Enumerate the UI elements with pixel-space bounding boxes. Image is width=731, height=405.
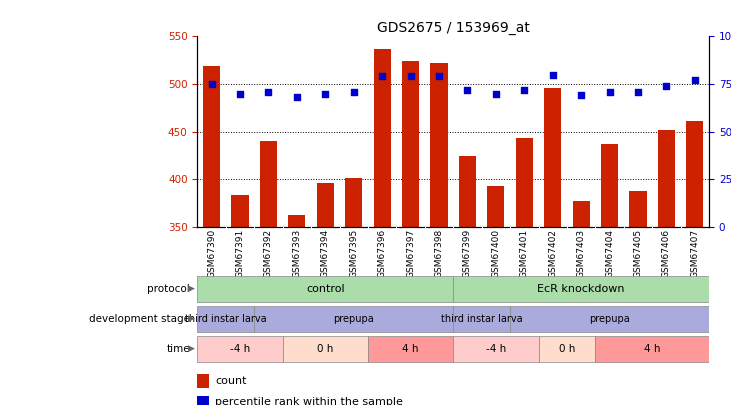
Text: EcR knockdown: EcR knockdown — [537, 284, 625, 294]
Point — [604, 88, 616, 95]
Bar — [601, 144, 618, 227]
Text: ▶: ▶ — [189, 344, 195, 353]
Point — [575, 92, 587, 99]
Text: count: count — [216, 376, 247, 386]
Text: third instar larva: third instar larva — [185, 314, 267, 324]
Bar — [516, 138, 533, 227]
Point — [348, 88, 360, 95]
Text: third instar larva: third instar larva — [441, 314, 523, 324]
Bar — [629, 191, 646, 227]
Point — [205, 81, 217, 87]
Bar — [203, 66, 220, 227]
Point — [405, 73, 417, 80]
Bar — [453, 306, 510, 332]
Bar — [260, 141, 277, 227]
Text: 0 h: 0 h — [317, 344, 333, 354]
Text: GSM67403: GSM67403 — [577, 229, 586, 278]
Text: GSM67402: GSM67402 — [548, 229, 557, 278]
Bar — [197, 276, 453, 302]
Text: GSM67399: GSM67399 — [463, 229, 472, 278]
Text: GSM67392: GSM67392 — [264, 229, 273, 278]
Bar — [488, 186, 504, 227]
Bar — [402, 61, 419, 227]
Point — [547, 71, 558, 78]
Bar — [232, 195, 249, 227]
Bar — [283, 336, 368, 362]
Bar — [197, 306, 254, 332]
Text: GSM67390: GSM67390 — [207, 229, 216, 278]
Text: -4 h: -4 h — [230, 344, 250, 354]
Bar — [368, 336, 453, 362]
Point — [461, 87, 473, 93]
Text: -4 h: -4 h — [485, 344, 506, 354]
Text: GSM67394: GSM67394 — [321, 229, 330, 278]
Bar — [658, 130, 675, 227]
Point — [689, 77, 701, 83]
Bar — [595, 336, 709, 362]
Point — [433, 73, 445, 80]
Text: GSM67391: GSM67391 — [235, 229, 244, 278]
Text: ▶: ▶ — [189, 284, 195, 293]
Text: ▶: ▶ — [189, 314, 195, 323]
Point — [376, 73, 388, 80]
Text: GSM67404: GSM67404 — [605, 229, 614, 278]
Text: prepupa: prepupa — [333, 314, 374, 324]
Point — [490, 90, 501, 97]
Bar — [544, 88, 561, 227]
Text: control: control — [306, 284, 344, 294]
Text: 0 h: 0 h — [558, 344, 575, 354]
Bar — [288, 215, 306, 227]
Title: GDS2675 / 153969_at: GDS2675 / 153969_at — [376, 21, 530, 35]
Point — [291, 94, 303, 100]
Text: prepupa: prepupa — [589, 314, 630, 324]
Bar — [345, 178, 363, 227]
Text: GSM67398: GSM67398 — [434, 229, 444, 278]
Point — [319, 90, 331, 97]
Bar — [197, 336, 283, 362]
Text: GSM67400: GSM67400 — [491, 229, 500, 278]
Text: protocol: protocol — [148, 284, 190, 294]
Bar — [572, 201, 590, 227]
Bar — [197, 396, 208, 405]
Text: GSM67407: GSM67407 — [690, 229, 700, 278]
Text: GSM67406: GSM67406 — [662, 229, 671, 278]
Text: 4 h: 4 h — [402, 344, 419, 354]
Bar — [539, 336, 595, 362]
Bar — [431, 63, 447, 227]
Bar — [254, 306, 453, 332]
Text: 4 h: 4 h — [644, 344, 661, 354]
Text: percentile rank within the sample: percentile rank within the sample — [216, 397, 404, 405]
Point — [262, 88, 274, 95]
Bar — [686, 121, 703, 227]
Bar — [453, 336, 539, 362]
Text: time: time — [167, 344, 190, 354]
Bar — [374, 49, 390, 227]
Text: GSM67401: GSM67401 — [520, 229, 529, 278]
Point — [518, 87, 530, 93]
Bar — [459, 156, 476, 227]
Bar — [197, 374, 208, 388]
Text: GSM67405: GSM67405 — [634, 229, 643, 278]
Point — [661, 83, 673, 89]
Text: GSM67393: GSM67393 — [292, 229, 301, 278]
Bar — [510, 306, 709, 332]
Text: development stage: development stage — [89, 314, 190, 324]
Text: GSM67395: GSM67395 — [349, 229, 358, 278]
Text: GSM67396: GSM67396 — [378, 229, 387, 278]
Text: GSM67397: GSM67397 — [406, 229, 415, 278]
Bar — [317, 183, 334, 227]
Point — [632, 88, 644, 95]
Point — [234, 90, 246, 97]
Bar — [453, 276, 709, 302]
